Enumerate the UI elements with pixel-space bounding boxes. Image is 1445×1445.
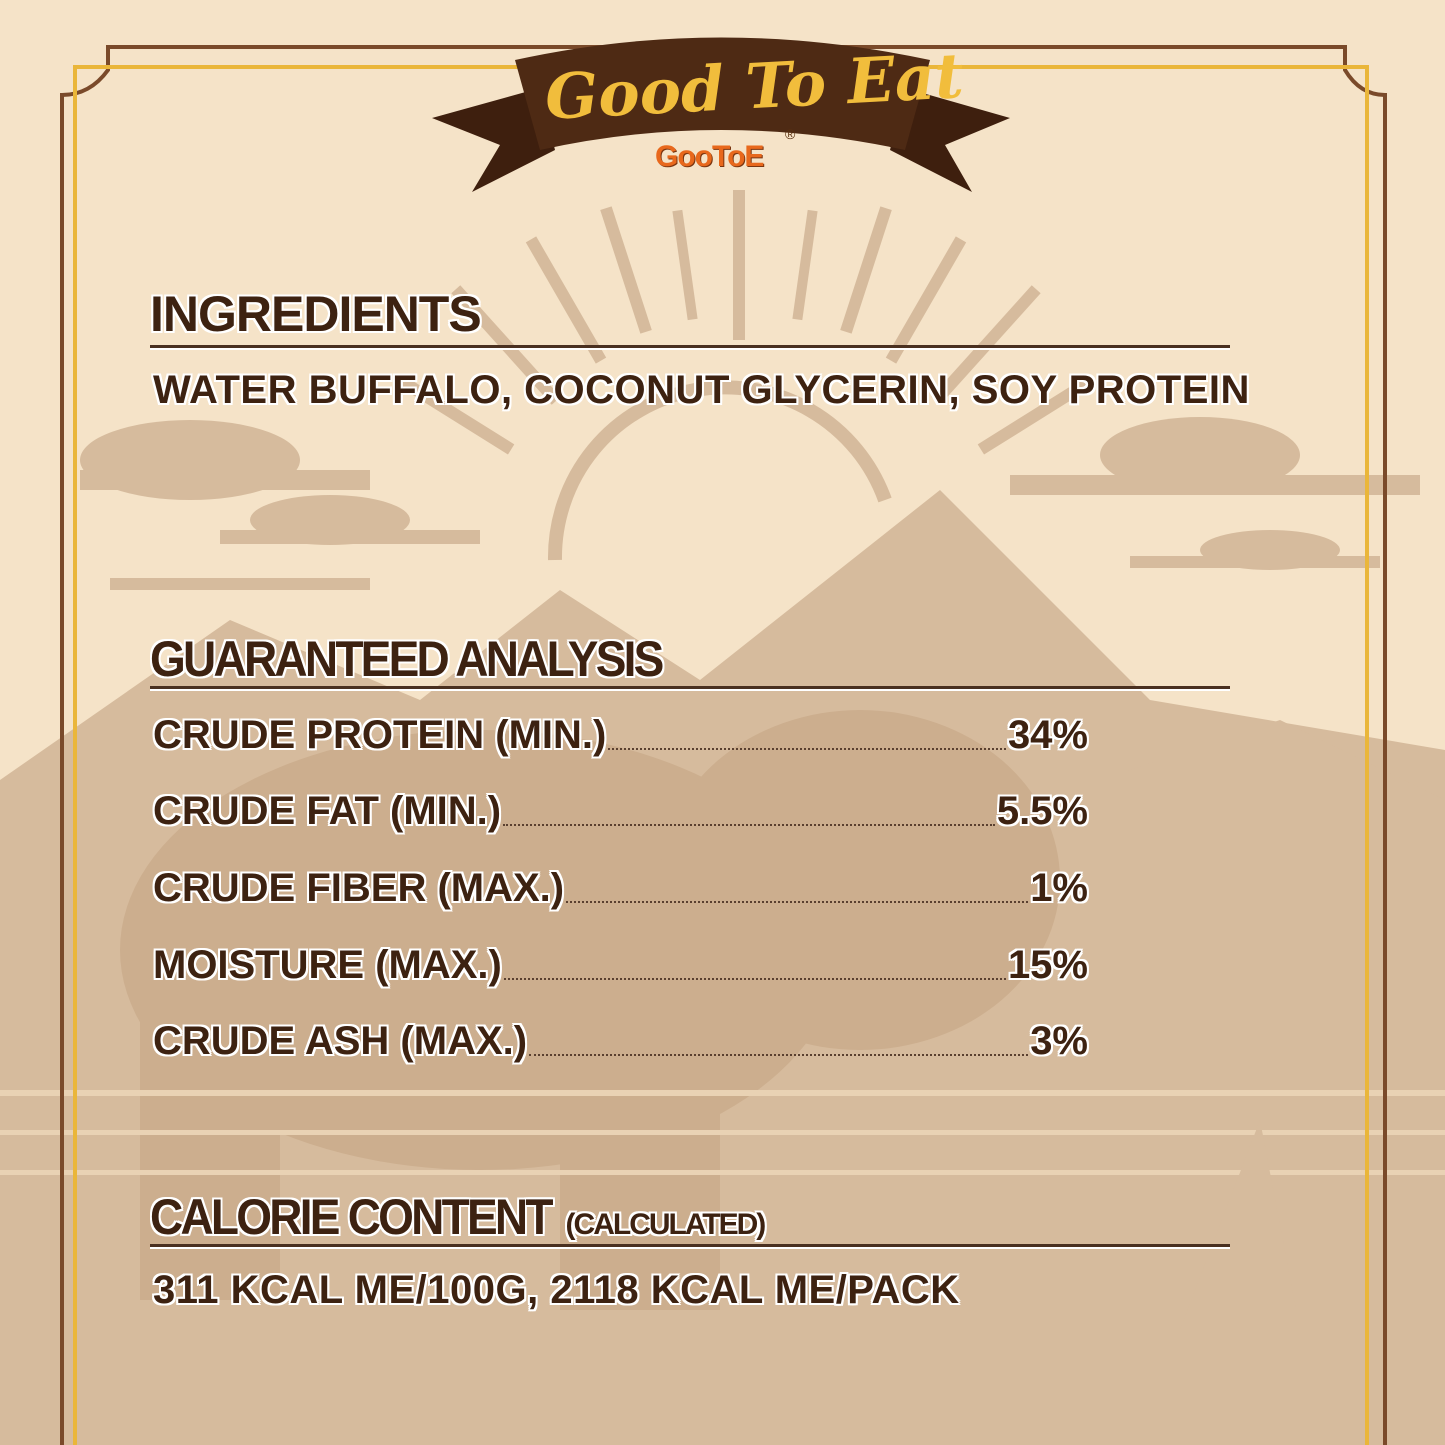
analysis-row: CRUDE FIBER (MAX.) 1% <box>153 861 1088 911</box>
calorie-qualifier: (CALCULATED) <box>565 1208 767 1241</box>
calorie-heading: CALORIE CONTENT <box>150 1189 553 1245</box>
analysis-value: 15% <box>1007 943 1088 987</box>
dotted-leader <box>503 824 995 826</box>
water-lines <box>0 1090 1445 1175</box>
analysis-heading: GUARANTEED ANALYSIS <box>150 631 664 687</box>
analysis-label: CRUDE PROTEIN (MIN.) <box>153 713 607 757</box>
clouds <box>80 417 1420 590</box>
sun-arc <box>547 380 892 561</box>
dotted-leader <box>503 978 1006 980</box>
analysis-row: CRUDE FAT (MIN.) 5.5% <box>153 784 1088 834</box>
analysis-row: CRUDE PROTEIN (MIN.) 34% <box>153 708 1088 758</box>
dotted-leader <box>608 748 1006 750</box>
analysis-label: CRUDE FAT (MIN.) <box>153 789 502 833</box>
buffalo-silhouette <box>120 710 1060 1310</box>
analysis-value: 1% <box>1030 866 1088 910</box>
ingredients-heading: INGREDIENTS <box>150 286 482 342</box>
analysis-row: MOISTURE (MAX.) 15% <box>153 938 1088 988</box>
analysis-row: CRUDE ASH (MAX.) 3% <box>153 1014 1088 1064</box>
grass <box>0 1120 1445 1445</box>
calorie-heading-group: CALORIE CONTENT (CALCULATED) <box>150 1188 767 1246</box>
analysis-value: 34% <box>1007 713 1088 757</box>
ingredients-text: WATER BUFFALO, COCONUT GLYCERIN, SOY PRO… <box>153 368 1250 412</box>
analysis-label: MOISTURE (MAX.) <box>153 943 502 987</box>
analysis-value: 5.5% <box>996 789 1088 833</box>
analysis-value: 3% <box>1030 1019 1088 1063</box>
dotted-leader <box>529 1054 1029 1056</box>
ingredients-divider <box>150 345 1230 348</box>
dotted-leader <box>566 901 1029 903</box>
banner-ribbon <box>432 37 1010 192</box>
calorie-text: 311 KCAL ME/100G, 2118 KCAL ME/PACK <box>153 1268 960 1312</box>
analysis-label: CRUDE FIBER (MAX.) <box>153 866 565 910</box>
analysis-label: CRUDE ASH (MAX.) <box>153 1019 528 1063</box>
sun-rays <box>397 190 1095 455</box>
registered-mark: ® <box>785 126 796 142</box>
brand-logo: GooToE <box>655 140 764 173</box>
calorie-divider <box>150 1244 1230 1247</box>
analysis-divider <box>150 686 1230 689</box>
